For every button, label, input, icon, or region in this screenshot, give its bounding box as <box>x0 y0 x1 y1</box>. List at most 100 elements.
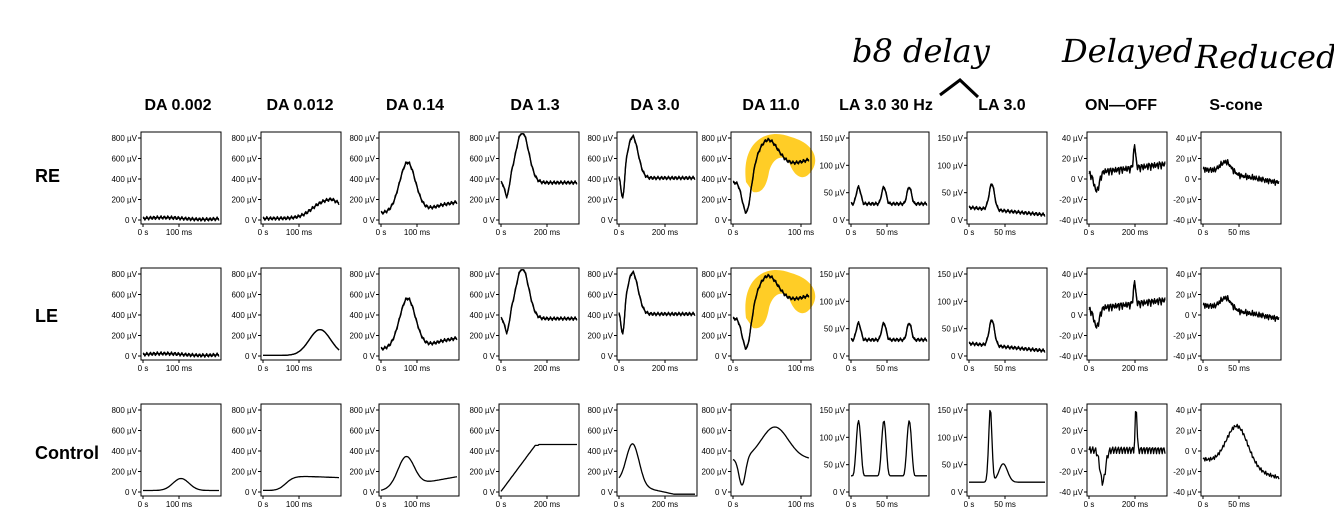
panel-box <box>616 403 698 497</box>
waveform-trace <box>1202 423 1280 480</box>
y-tick-label: -40 µV <box>1173 216 1197 225</box>
y-tick-label: 400 µV <box>349 311 375 320</box>
x-tick-label: 100 ms <box>404 228 430 237</box>
y-tick-label: 800 µV <box>587 406 613 415</box>
panel-box <box>1086 131 1168 225</box>
y-tick-label: 150 µV <box>819 134 845 143</box>
x-tick-label: 0 s <box>1198 364 1209 373</box>
x-tick-label: 100 ms <box>788 500 814 509</box>
panel-box <box>498 131 580 225</box>
y-tick-label: 800 µV <box>587 134 613 143</box>
waveform-trace <box>618 270 696 333</box>
y-tick-label: 200 µV <box>587 332 613 341</box>
x-tick-label: 100 ms <box>286 228 312 237</box>
x-tick-label: 0 s <box>846 228 857 237</box>
panel-box <box>260 267 342 361</box>
waveform-trace <box>500 269 577 333</box>
y-tick-label: 50 µV <box>942 461 964 470</box>
column-title: DA 11.0 <box>742 97 799 114</box>
y-tick-label: 400 µV <box>469 447 495 456</box>
waveform-trace <box>732 273 810 350</box>
panel-box <box>848 403 930 497</box>
y-tick-label: 100 µV <box>819 161 845 170</box>
y-tick-label: 400 µV <box>349 447 375 456</box>
y-tick-label: 600 µV <box>701 291 727 300</box>
y-tick-label: 600 µV <box>701 427 727 436</box>
x-tick-label: 0 s <box>138 364 149 373</box>
y-tick-label: 20 µV <box>1176 427 1198 436</box>
x-tick-label: 0 s <box>614 500 625 509</box>
y-tick-label: 200 µV <box>231 196 257 205</box>
row-label: Control <box>35 443 99 463</box>
y-tick-label: 400 µV <box>587 311 613 320</box>
y-tick-label: 150 µV <box>937 270 963 279</box>
waveform-trace <box>263 475 339 492</box>
x-tick-label: 50 ms <box>1228 500 1250 509</box>
y-tick-label: 400 µV <box>469 175 495 184</box>
x-tick-label: 50 ms <box>994 364 1016 373</box>
y-tick-label: 0 V <box>951 216 964 225</box>
x-tick-label: 0 s <box>1198 228 1209 237</box>
y-tick-label: 200 µV <box>701 468 727 477</box>
waveform-trace <box>968 319 1046 353</box>
x-tick-label: 200 ms <box>1122 500 1148 509</box>
x-tick-label: 0 s <box>138 500 149 509</box>
y-tick-label: 400 µV <box>701 447 727 456</box>
y-tick-label: 0 V <box>125 352 138 361</box>
x-tick-label: 50 ms <box>876 500 898 509</box>
y-tick-label: 200 µV <box>231 332 257 341</box>
x-tick-label: 200 ms <box>1122 364 1148 373</box>
y-tick-label: 600 µV <box>587 155 613 164</box>
waveform-trace <box>618 134 696 197</box>
y-tick-label: -40 µV <box>1059 352 1083 361</box>
y-tick-label: 400 µV <box>349 175 375 184</box>
y-tick-label: 800 µV <box>111 134 137 143</box>
x-tick-label: 0 s <box>376 364 387 373</box>
y-tick-label: 400 µV <box>701 311 727 320</box>
waveform-trace <box>380 297 458 351</box>
panel-box <box>848 267 930 361</box>
x-tick-label: 100 ms <box>166 364 192 373</box>
y-tick-label: 400 µV <box>111 447 137 456</box>
y-tick-label: 0 V <box>125 488 138 497</box>
highlight-blob <box>745 270 816 329</box>
waveform-trace <box>500 133 577 197</box>
y-tick-label: 600 µV <box>469 427 495 436</box>
y-tick-label: 800 µV <box>231 134 257 143</box>
y-tick-label: 0 V <box>833 488 846 497</box>
x-tick-label: 200 ms <box>1122 228 1148 237</box>
y-tick-label: 0 V <box>125 216 138 225</box>
y-tick-label: 50 µV <box>942 325 964 334</box>
y-tick-label: 600 µV <box>349 155 375 164</box>
caret-mark <box>939 78 980 99</box>
y-tick-label: 800 µV <box>701 134 727 143</box>
x-tick-label: 0 s <box>846 364 857 373</box>
panel-box <box>498 267 580 361</box>
y-tick-label: -20 µV <box>1059 468 1083 477</box>
y-tick-label: 200 µV <box>587 196 613 205</box>
x-tick-label: 0 s <box>138 228 149 237</box>
y-tick-label: 200 µV <box>111 332 137 341</box>
y-tick-label: 800 µV <box>111 406 137 415</box>
y-tick-label: 50 µV <box>824 189 846 198</box>
y-tick-label: 0 V <box>601 488 614 497</box>
x-tick-label: 0 s <box>964 364 975 373</box>
waveform-trace <box>1088 143 1166 192</box>
annotation-reduced: Reduced <box>1194 38 1334 76</box>
y-tick-label: 0 V <box>483 216 496 225</box>
x-tick-label: 0 s <box>728 228 739 237</box>
y-tick-label: 0 V <box>1185 311 1198 320</box>
waveform-trace <box>850 320 928 343</box>
y-tick-label: 400 µV <box>111 175 137 184</box>
waveform-trace <box>142 351 220 358</box>
y-tick-label: 100 µV <box>937 161 963 170</box>
waveform-trace <box>500 269 578 335</box>
y-tick-label: 40 µV <box>1176 134 1198 143</box>
y-tick-label: 40 µV <box>1062 406 1084 415</box>
x-tick-label: 0 s <box>1198 500 1209 509</box>
panel-box <box>848 131 930 225</box>
y-tick-label: 150 µV <box>937 406 963 415</box>
y-tick-label: 0 V <box>601 352 614 361</box>
waveform-trace <box>500 133 578 199</box>
y-tick-label: 0 V <box>1071 311 1084 320</box>
